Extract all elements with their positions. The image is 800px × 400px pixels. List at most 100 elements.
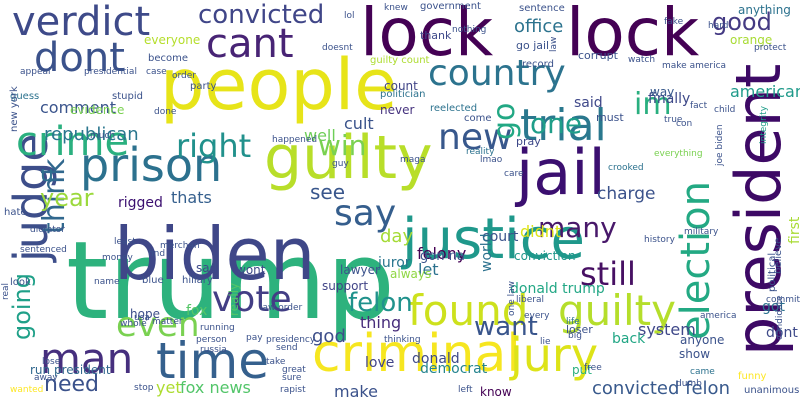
cloud-word: anything [738, 3, 791, 17]
cloud-word: maga [400, 155, 426, 165]
cloud-word: donald [412, 351, 460, 367]
cloud-word: even [116, 305, 200, 345]
cloud-word: thats [171, 188, 212, 207]
cloud-word: thinking [384, 335, 421, 345]
cloud-word: anyone [680, 333, 725, 347]
cloud-word: government [420, 1, 481, 12]
cloud-word: court [482, 229, 519, 245]
cloud-word: integrity [759, 105, 769, 144]
cloud-word: care [504, 169, 524, 179]
cloud-word: real [1, 282, 11, 300]
cloud-word: world [479, 233, 495, 272]
cloud-word: big [568, 331, 582, 341]
cloud-word: one [530, 107, 583, 140]
cloud-word: party [190, 81, 217, 92]
cloud-word: republican [44, 124, 139, 145]
cloud-word: child [714, 105, 736, 115]
cloud-word: win [318, 129, 367, 162]
cloud-word: joe biden [715, 124, 725, 166]
cloud-word: sentence [519, 3, 565, 14]
cloud-word: record [522, 59, 554, 70]
cloud-word: orange [730, 33, 773, 47]
cloud-word: every [524, 311, 550, 321]
cloud-word: system [638, 320, 696, 339]
cloud-word: hard [708, 21, 729, 31]
cloud-word: verdict [12, 0, 151, 45]
cloud-word: lawyer [340, 263, 380, 277]
cloud-word: left [458, 385, 473, 395]
cloud-word: presidency [266, 335, 316, 345]
cloud-word: lock [360, 0, 494, 71]
cloud-word: blue [142, 275, 164, 286]
cloud-word: jury [510, 328, 599, 382]
cloud-word: wanted [10, 385, 44, 395]
cloud-word: wont [236, 263, 266, 277]
cloud-word: life [566, 317, 580, 327]
cloud-word: new [438, 117, 513, 158]
cloud-word: free [584, 363, 602, 373]
cloud-word: send [276, 343, 298, 353]
cloud-word: money [102, 253, 133, 263]
cloud-word: law [549, 36, 559, 52]
cloud-word: lmao [480, 155, 503, 165]
cloud-word: right [176, 127, 252, 165]
cloud-word: happened [272, 135, 318, 145]
cloud-word: lose [42, 357, 61, 367]
cloud-word: america [700, 311, 737, 321]
cloud-word: hope [130, 307, 160, 321]
cloud-word: loser [566, 323, 593, 336]
cloud-word: many [538, 211, 617, 244]
cloud-word: office [514, 16, 564, 37]
cloud-word: pay [246, 333, 263, 343]
cloud-word: juror [378, 255, 411, 271]
cloud-word: u [40, 162, 54, 187]
cloud-word: let [418, 260, 439, 279]
cloud-word: people [160, 44, 398, 126]
cloud-word: dont [34, 35, 125, 81]
cloud-word: country [428, 53, 566, 94]
cloud-word: criminal [312, 324, 521, 384]
cloud-word: vote [212, 279, 292, 320]
cloud-word: show [679, 347, 711, 361]
cloud-word: guy [332, 159, 349, 169]
cloud-word: usa [134, 313, 150, 323]
cloud-word: trump [66, 219, 395, 344]
cloud-word: hate [4, 207, 27, 218]
cloud-word: convicted [198, 0, 325, 30]
cloud-word: support [322, 279, 369, 293]
cloud-word: put [572, 363, 592, 377]
cloud-word: become [148, 53, 189, 64]
cloud-word: felon [348, 288, 413, 318]
cloud-word: protect [754, 43, 787, 53]
cloud-word: done [154, 107, 177, 117]
cloud-word: look [10, 277, 31, 288]
cloud-word: presidential [84, 67, 137, 77]
cloud-word: away [34, 373, 58, 383]
cloud-word: cant [206, 21, 294, 67]
cloud-word: thank [420, 29, 452, 42]
cloud-word: dont want [766, 325, 800, 341]
cloud-word: find [148, 249, 166, 259]
cloud-word: prison [80, 138, 223, 192]
cloud-word: year [40, 184, 94, 212]
cloud-word: found [408, 286, 529, 335]
cloud-word: go jail [516, 39, 550, 52]
cloud-word: corrupt [578, 49, 618, 62]
cloud-word: said [574, 95, 603, 111]
cloud-word: case [146, 67, 167, 77]
cloud-word: much [90, 131, 116, 141]
cloud-word: make america [662, 61, 727, 71]
cloud-word: cult [344, 114, 374, 133]
cloud-word: least [114, 237, 136, 247]
cloud-word: hillary [182, 275, 213, 286]
cloud-word: fact [690, 101, 708, 111]
cloud-word: one law [507, 281, 517, 316]
cloud-word: doesnt [322, 43, 353, 53]
cloud-word: military [684, 227, 719, 237]
cloud-word: thing [360, 313, 402, 332]
cloud-word: must [596, 111, 624, 124]
cloud-word: count [384, 79, 418, 93]
cloud-word: didnt [520, 222, 562, 241]
cloud-word: guilty [558, 286, 676, 335]
